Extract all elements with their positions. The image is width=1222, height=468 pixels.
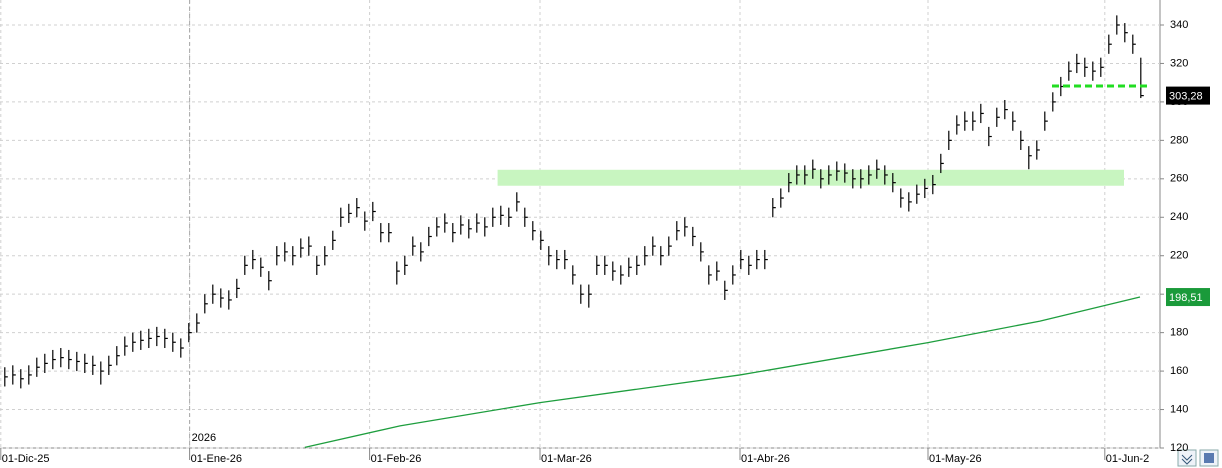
y-tick-label: 320 (1170, 57, 1188, 69)
moving-average (304, 296, 1141, 449)
y-tick-label: 280 (1170, 134, 1188, 146)
zoom-icon (1181, 454, 1193, 465)
x-tick-label: 01-Jun-2 (1106, 453, 1149, 465)
y-tick-label: 160 (1170, 365, 1188, 377)
last-value-label: 303,28 (1169, 91, 1203, 103)
save-icon (1204, 453, 1214, 463)
y-tick-label: 240 (1170, 211, 1188, 223)
zoom-button[interactable] (1177, 449, 1197, 467)
last-value-box (1166, 288, 1210, 307)
year-label: 2026 (192, 432, 216, 444)
y-tick-label: 260 (1170, 173, 1188, 185)
x-tick-label: 01-Feb-26 (371, 453, 422, 465)
x-tick-label: 01-May-26 (929, 453, 982, 465)
y-tick-label: 120 (1170, 442, 1188, 454)
x-tick-label: 01-Dic-25 (2, 453, 50, 465)
x-tick-label: 01-Ene-26 (191, 453, 242, 465)
x-tick-label: 01-Abr-26 (741, 453, 790, 465)
toolbar (1177, 449, 1219, 467)
y-tick-label: 220 (1170, 250, 1188, 262)
last-value-box (1166, 86, 1210, 105)
x-tick-label: 01-Mar-26 (541, 453, 592, 465)
y-tick-label: 340 (1170, 19, 1188, 31)
last-value-label: 198,51 (1169, 292, 1203, 304)
y-tick-label: 180 (1170, 327, 1188, 339)
y-tick-label: 140 (1170, 403, 1188, 415)
support-zone (497, 169, 1125, 186)
